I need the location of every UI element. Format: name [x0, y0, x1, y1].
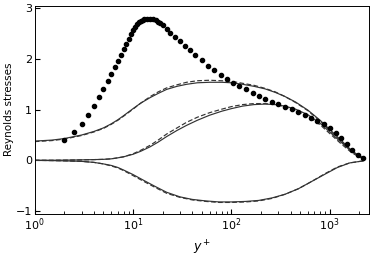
X-axis label: $y^+$: $y^+$: [192, 239, 211, 257]
Y-axis label: Reynolds stresses: Reynolds stresses: [4, 63, 14, 156]
